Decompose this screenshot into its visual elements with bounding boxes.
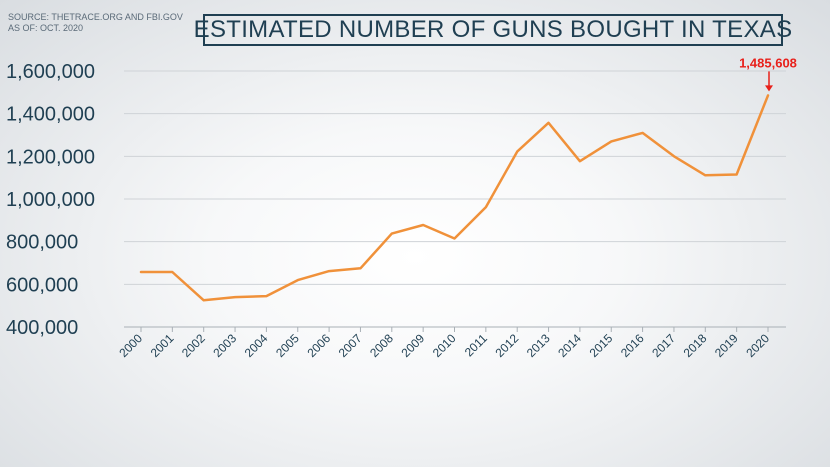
y-tick-label: 1,000,000: [6, 189, 95, 211]
source-line: SOURCE: THETRACE.ORG AND FBI.GOV: [8, 12, 183, 22]
x-tick-label: 2013: [524, 331, 553, 360]
x-tick-label: 2012: [493, 331, 522, 360]
y-tick-label: 1,200,000: [6, 146, 95, 168]
x-tick-label: 2001: [148, 331, 177, 360]
annotation-label: 1,485,608: [739, 55, 797, 70]
x-tick-label: 2020: [743, 331, 772, 360]
y-tick-label: 600,000: [6, 274, 78, 296]
x-tick-label: 2015: [587, 331, 616, 360]
x-tick-label: 2010: [430, 331, 459, 360]
x-tick-label: 2004: [242, 331, 271, 360]
x-tick-label: 2016: [618, 331, 647, 360]
series-line: [139, 94, 770, 302]
y-tick-label: 1,400,000: [6, 104, 95, 126]
x-tick-label: 2005: [273, 331, 302, 360]
y-tick-label: 1,600,000: [6, 61, 95, 83]
y-tick-label: 400,000: [6, 317, 78, 339]
as-of-line: AS OF: OCT. 2020: [8, 23, 84, 33]
x-tick-label: 2018: [681, 331, 710, 360]
chart-title: ESTIMATED NUMBER OF GUNS BOUGHT IN TEXAS: [194, 14, 792, 46]
x-tick-label: 2011: [462, 331, 490, 359]
x-tick-label: 2007: [336, 331, 365, 360]
x-tick-label: 2002: [179, 331, 208, 360]
y-tick-label: 800,000: [6, 232, 78, 254]
x-tick-label: 2000: [116, 331, 145, 360]
x-tick-label: 2019: [712, 331, 741, 360]
x-tick-label: 2008: [367, 331, 396, 360]
source-note: SOURCE: THETRACE.ORG AND FBI.GOV AS OF: …: [8, 12, 183, 34]
x-tick-label: 2017: [649, 331, 678, 360]
x-tick-label: 2014: [555, 331, 584, 360]
x-tick-label: 2006: [304, 331, 333, 360]
annotation-arrow-head: [765, 85, 773, 92]
x-tick-label: 2003: [210, 331, 239, 360]
x-tick-label: 2009: [398, 331, 427, 360]
